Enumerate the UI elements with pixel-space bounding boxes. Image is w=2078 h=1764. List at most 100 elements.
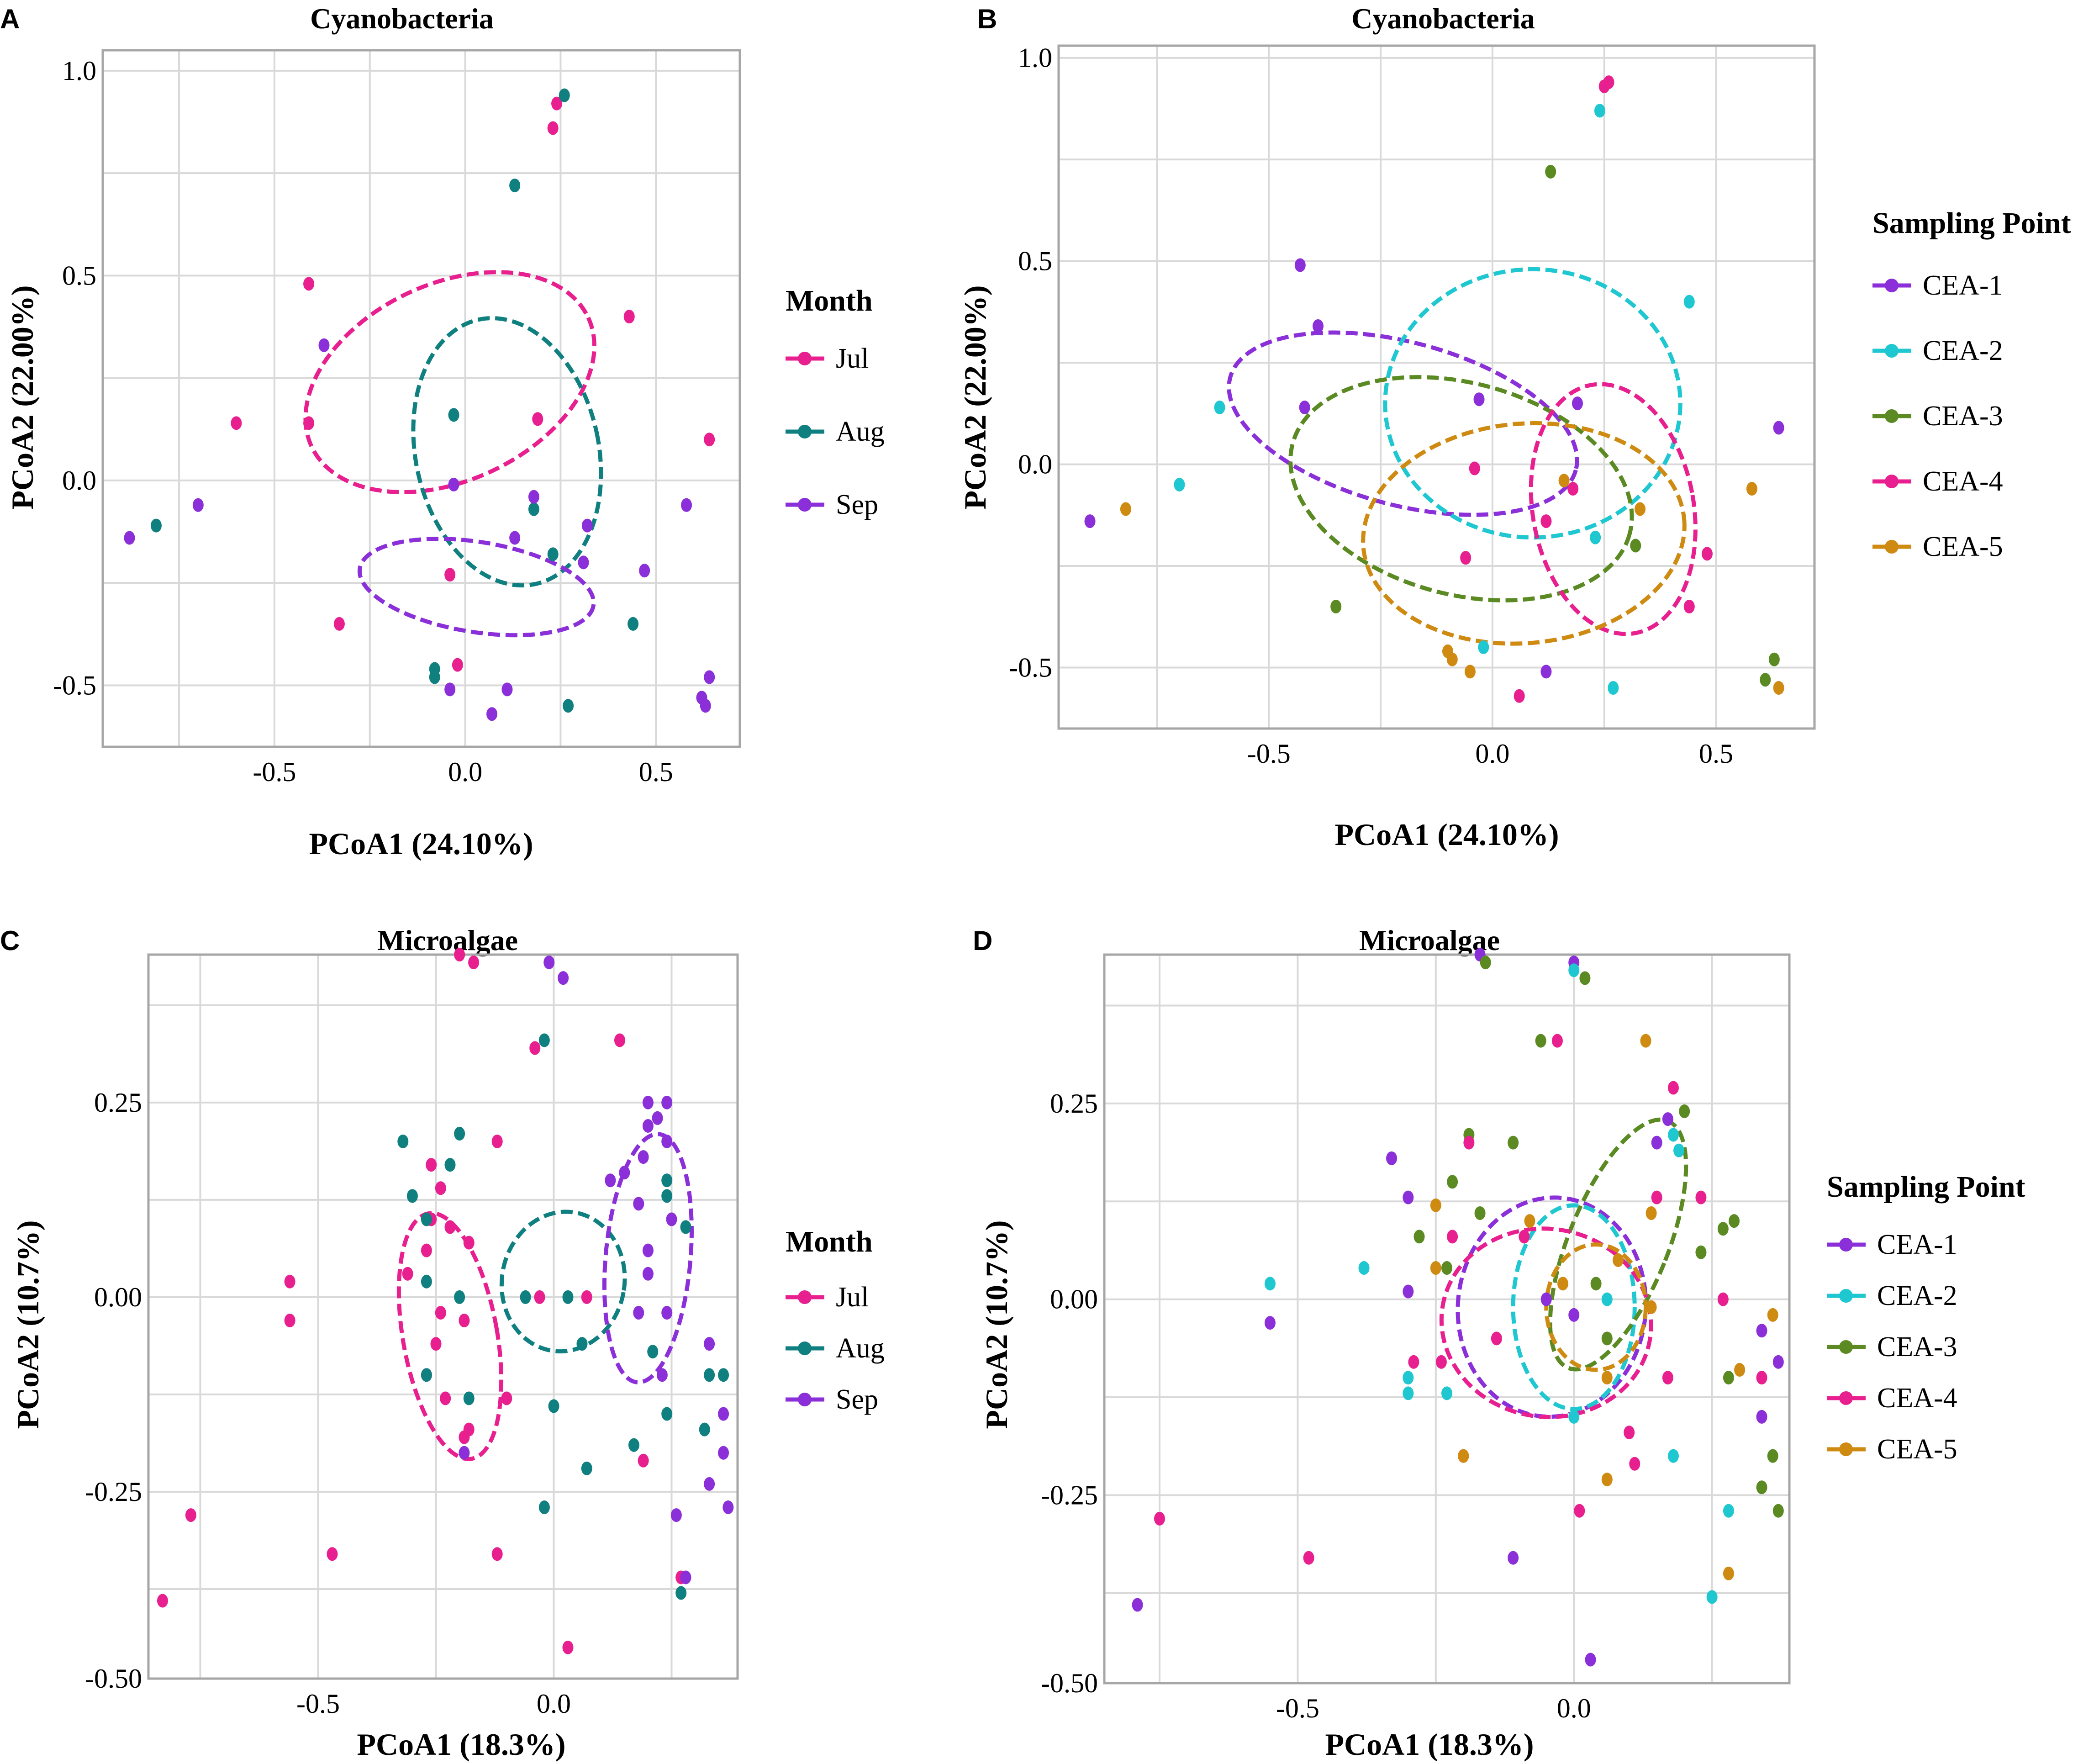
panel-a-ellipse-jul (303, 270, 596, 494)
panel-d-x-tick-label: -0.5 (1276, 1693, 1319, 1723)
panel-c-letter: C (0, 925, 20, 956)
panel-b-legend-title: Sampling Point (1872, 206, 2071, 240)
panel-d-point-cea-2 (1568, 963, 1580, 977)
panel-a-point-sep (192, 498, 204, 512)
panel-d-point-cea-4 (1717, 1292, 1729, 1306)
panel-d-point-cea-2 (1723, 1504, 1734, 1518)
panel-a-point-aug (563, 699, 574, 713)
panel-b-points (1084, 75, 1784, 703)
panel-b-ellipses (1227, 267, 1698, 646)
panel-d-legend-swatch-dot (1839, 1289, 1853, 1303)
panel-d-point-cea-1 (1508, 1551, 1519, 1565)
panel-c-plot-area (147, 953, 739, 1680)
panel-c-point-jul (430, 1337, 442, 1351)
panel-a-point-sep (318, 338, 330, 352)
panel-a-point-jul (551, 96, 563, 111)
panel-d-point-cea-1 (1540, 1292, 1552, 1306)
panel-c-ellipse-aug (499, 1209, 627, 1354)
panel-b-ellipse-cea-4 (1529, 382, 1698, 636)
panel-c-point-aug (454, 1126, 465, 1141)
panel-c-point-aug (421, 1274, 432, 1289)
panel-c-legend: Month Jul Aug Sep (786, 1225, 885, 1415)
panel-b-point-cea-1 (1773, 421, 1784, 435)
panel-d-ellipse-cea-2 (1511, 1203, 1637, 1411)
panel-c-ellipse-sep (602, 1132, 694, 1384)
panel-c-point-aug (444, 1158, 456, 1172)
panel-d-point-cea-5 (1430, 1198, 1441, 1212)
panel-c-point-sep (661, 1305, 673, 1320)
panel-c-point-sep (638, 1150, 649, 1164)
panel-a-point-sep (704, 670, 715, 684)
panel-d-point-cea-1 (1264, 1316, 1276, 1330)
panel-d-point-cea-1 (1585, 1653, 1596, 1667)
panel-d-y-axis-title: PCoA2 (10.7%) (979, 1220, 1014, 1429)
panel-b-legend-label-cea-5: CEA-5 (1923, 531, 2003, 562)
panel-d-point-cea-3 (1679, 1104, 1690, 1119)
panel-a-point-sep (578, 555, 589, 570)
panel-d-point-cea-3 (1441, 1261, 1452, 1275)
panel-c-y-tick-label: -0.25 (85, 1477, 142, 1507)
panel-d-point-cea-4 (1756, 1371, 1767, 1385)
panel-a-ellipse-sep (357, 537, 596, 638)
panel-c-legend-swatch-dot (798, 1393, 812, 1406)
panel-c-point-aug (680, 1220, 691, 1234)
panel-c-point-jul (614, 1033, 625, 1047)
panel-c-legend-title: Month (786, 1225, 873, 1258)
panel-b-legend-swatch-dot (1885, 540, 1899, 554)
panel-c-point-aug (699, 1422, 710, 1437)
panel-b-point-cea-5 (1464, 665, 1476, 679)
panel-d-point-cea-5 (1767, 1308, 1778, 1322)
panel-a-title: Cyanobacteria (310, 2, 494, 35)
panel-d-legend-swatch-dot (1839, 1442, 1853, 1456)
panel-a-point-sep (486, 707, 498, 721)
panel-c-point-sep (704, 1337, 715, 1351)
panel-a-grid (103, 50, 740, 747)
panel-a-legend-title: Month (786, 284, 873, 317)
panel-b-y-tick-label: -0.5 (1009, 653, 1052, 683)
panel-a-point-sep (124, 531, 135, 545)
panel-d-point-cea-4 (1667, 1081, 1679, 1095)
panel-c-x-tick-label: 0.0 (537, 1689, 571, 1719)
panel-d-point-cea-3 (1729, 1214, 1740, 1228)
panel-d-ellipse-cea-4 (1439, 1226, 1653, 1419)
panel-c-point-jul (421, 1243, 432, 1257)
panel-c-point-jul (581, 1290, 592, 1304)
panel-d-point-cea-1 (1403, 1190, 1414, 1204)
panel-a-point-jul (231, 416, 242, 430)
panel-d-point-cea-5 (1524, 1214, 1535, 1228)
panel-c-point-jul (185, 1508, 196, 1522)
panel-b-point-cea-2 (1683, 295, 1695, 309)
panel-d-point-cea-4 (1519, 1230, 1530, 1244)
panel-a-legend-swatch-dot (798, 498, 812, 512)
panel-d-point-cea-3 (1601, 1331, 1613, 1346)
panel-c-point-jul (440, 1391, 451, 1405)
panel-a-letter: A (0, 4, 20, 34)
panel-b-point-cea-5 (1558, 474, 1570, 488)
panel-a-point-sep (509, 531, 521, 545)
panel-d-y-tick-label: 0.00 (1050, 1284, 1098, 1315)
panel-a-point-jul (704, 433, 715, 447)
panel-c-legend-swatch-dot (798, 1290, 812, 1304)
panel-c-point-jul (501, 1391, 512, 1405)
panel-d-point-cea-4 (1651, 1190, 1662, 1204)
panel-a-y-tick-label: 1.0 (62, 56, 96, 86)
panel-c-point-aug (581, 1461, 592, 1475)
panel-d-point-cea-2 (1358, 1261, 1370, 1275)
panel-d-point-cea-5 (1601, 1473, 1613, 1487)
panel-c-point-jul (157, 1594, 168, 1608)
panel-c-point-jul (444, 1220, 456, 1234)
panel-b-ellipse-cea-3 (1288, 375, 1634, 602)
panel-a-legend-label-jul: Jul (836, 343, 869, 374)
panel-b-point-cea-4 (1567, 481, 1579, 496)
panel-d-point-cea-3 (1723, 1371, 1734, 1385)
panel-b-point-cea-4 (1469, 461, 1480, 475)
panel-a-point-jul (303, 277, 315, 291)
panel-b-point-cea-5 (1773, 681, 1784, 695)
panel-a-point-jul (444, 568, 456, 582)
panel-c-legend-label-sep: Sep (836, 1384, 878, 1415)
panel-a-y-tick-label: -0.5 (53, 670, 96, 700)
panel-b-legend-swatch-dot (1885, 475, 1899, 488)
panel-c-legend-label-jul: Jul (836, 1282, 869, 1313)
panel-d-point-cea-5 (1458, 1449, 1469, 1463)
panel-c-point-aug (520, 1290, 531, 1304)
